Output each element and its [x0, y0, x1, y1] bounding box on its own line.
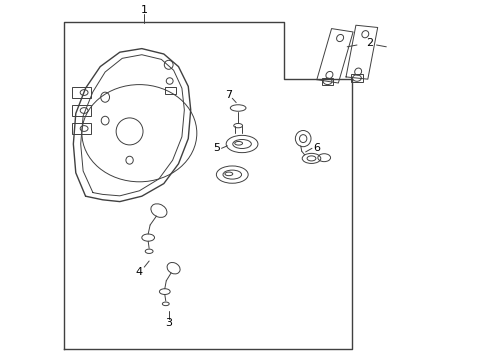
Text: 2: 2	[365, 38, 372, 48]
Text: 4: 4	[136, 267, 142, 277]
Text: 3: 3	[165, 318, 172, 328]
Text: 1: 1	[141, 5, 147, 15]
Text: 6: 6	[313, 143, 320, 153]
Text: 5: 5	[213, 143, 220, 153]
Text: 7: 7	[225, 90, 232, 100]
